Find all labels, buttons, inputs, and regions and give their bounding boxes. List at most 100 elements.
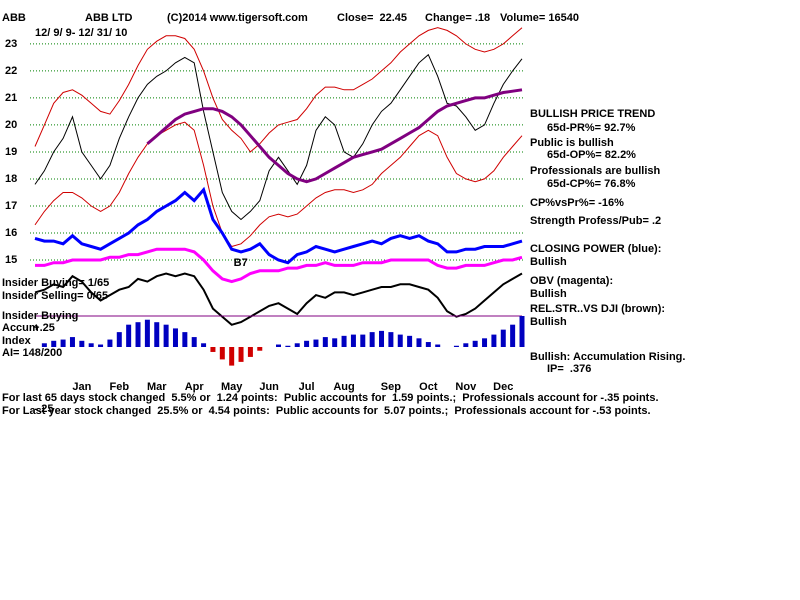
annotation: B7	[234, 257, 248, 269]
side-label: Accum	[2, 322, 39, 334]
x-tick-label: Apr	[185, 381, 205, 393]
accum-bar	[210, 347, 216, 352]
x-tick-label: Feb	[110, 381, 130, 393]
side-label: Insider Selling= 0/65	[2, 290, 108, 302]
accum-bar	[491, 334, 497, 347]
annotation: Bullish	[530, 256, 567, 268]
accum-bar	[369, 332, 375, 347]
accum-bar	[276, 344, 281, 347]
side-label: AI= 148/200	[2, 347, 62, 359]
annotation: CP%vsPr%= -16%	[530, 197, 624, 209]
annotation: Strength Profess/Pub= .2	[530, 215, 661, 227]
annotation: IP= .376	[547, 363, 591, 375]
accum-bar	[322, 337, 328, 347]
y-tick-label: 20	[5, 119, 17, 131]
accum-bar	[182, 332, 188, 347]
annotation: Bullish	[530, 288, 567, 300]
accum-bar	[172, 328, 178, 347]
y-tick-label: 22	[5, 65, 17, 77]
accum-bar	[500, 329, 506, 347]
accum-bar	[379, 330, 385, 347]
accum-bar	[341, 335, 347, 347]
x-tick-label: Dec	[493, 381, 513, 393]
accum-bar	[60, 339, 66, 347]
annotation: Bullish: Accumulation Rising.	[530, 351, 685, 363]
accum-bar	[126, 324, 132, 347]
y-tick-label: 18	[5, 173, 17, 185]
accum-bar	[463, 343, 469, 347]
x-tick-label: Jan	[72, 381, 91, 393]
x-tick-label: May	[221, 381, 243, 393]
accum-bar	[313, 339, 319, 347]
x-tick-label: Oct	[419, 381, 438, 393]
accum-bar	[69, 337, 75, 347]
accum-bar	[407, 335, 413, 347]
accum-bar	[116, 332, 122, 347]
annotation: 65d-PR%= 92.7%	[547, 122, 636, 134]
accum-bar	[360, 334, 366, 347]
series-line	[34, 121, 523, 248]
series-line	[146, 88, 523, 184]
annotation: 65d-OP%= 82.2%	[547, 149, 636, 161]
accum-bar	[79, 340, 85, 347]
x-tick-label: Nov	[455, 381, 477, 393]
accum-bar	[201, 343, 207, 347]
y-tick-label: 15	[5, 254, 17, 266]
series-line	[34, 272, 523, 326]
accum-bar	[519, 316, 525, 347]
y-tick-label: 19	[5, 146, 17, 158]
accum-bar	[257, 347, 263, 351]
accum-bar	[472, 340, 478, 347]
accum-bar	[88, 343, 94, 347]
accum-bar	[350, 334, 356, 347]
annotation: Public is bullish	[530, 137, 614, 149]
annotation: CLOSING POWER (blue):	[530, 243, 661, 255]
footer-line: For Last year stock changed 25.5% or 4.5…	[2, 405, 651, 417]
copyright: (C)2014 www.tigersoft.com	[167, 12, 308, 24]
series-line	[34, 27, 523, 153]
accum-bar	[397, 334, 403, 347]
series-line	[34, 53, 523, 221]
accum-bar	[144, 319, 150, 347]
y-tick-label: 16	[5, 227, 17, 239]
accum-bar	[107, 339, 113, 347]
accum-bar	[285, 345, 291, 347]
accum-bar	[453, 345, 459, 347]
annotation: Professionals are bullish	[530, 165, 660, 177]
accum-bar	[191, 337, 197, 347]
x-tick-label: Jun	[259, 381, 279, 393]
accum-bar	[332, 338, 338, 347]
accum-bar	[510, 324, 516, 347]
company-name: ABB LTD	[85, 12, 133, 24]
date-range: 12/ 9/ 9- 12/ 31/ 10	[35, 27, 127, 39]
x-tick-label: Sep	[381, 381, 401, 393]
footer-line: For last 65 days stock changed 5.5% or 1…	[2, 392, 659, 404]
accum-bar	[51, 340, 57, 347]
volume: Volume= 16540	[500, 12, 579, 24]
side-label: Insider Buying	[2, 310, 78, 322]
y-tick-label: +.25	[33, 322, 55, 334]
annotation: OBV (magenta):	[530, 275, 613, 287]
accum-bar	[425, 342, 431, 347]
close: Close= 22.45	[337, 12, 407, 24]
series-line	[34, 186, 523, 265]
accum-bar	[229, 347, 235, 366]
y-tick-label: 23	[5, 38, 17, 50]
y-tick-label: 17	[5, 200, 17, 212]
change: Change= .18	[425, 12, 490, 24]
accum-bar	[163, 324, 169, 347]
annotation: Bullish	[530, 316, 567, 328]
accum-bar	[98, 344, 104, 347]
accum-bar	[416, 338, 422, 347]
accum-bar	[304, 340, 310, 347]
x-tick-label: Jul	[299, 381, 315, 393]
y-tick-label: 21	[5, 92, 17, 104]
accum-bar	[435, 344, 441, 347]
accum-bar	[41, 343, 47, 347]
accum-bar	[135, 322, 141, 347]
side-label: Insider Buying= 1/65	[2, 277, 109, 289]
series-line	[35, 247, 523, 284]
side-label: Index	[2, 335, 32, 347]
